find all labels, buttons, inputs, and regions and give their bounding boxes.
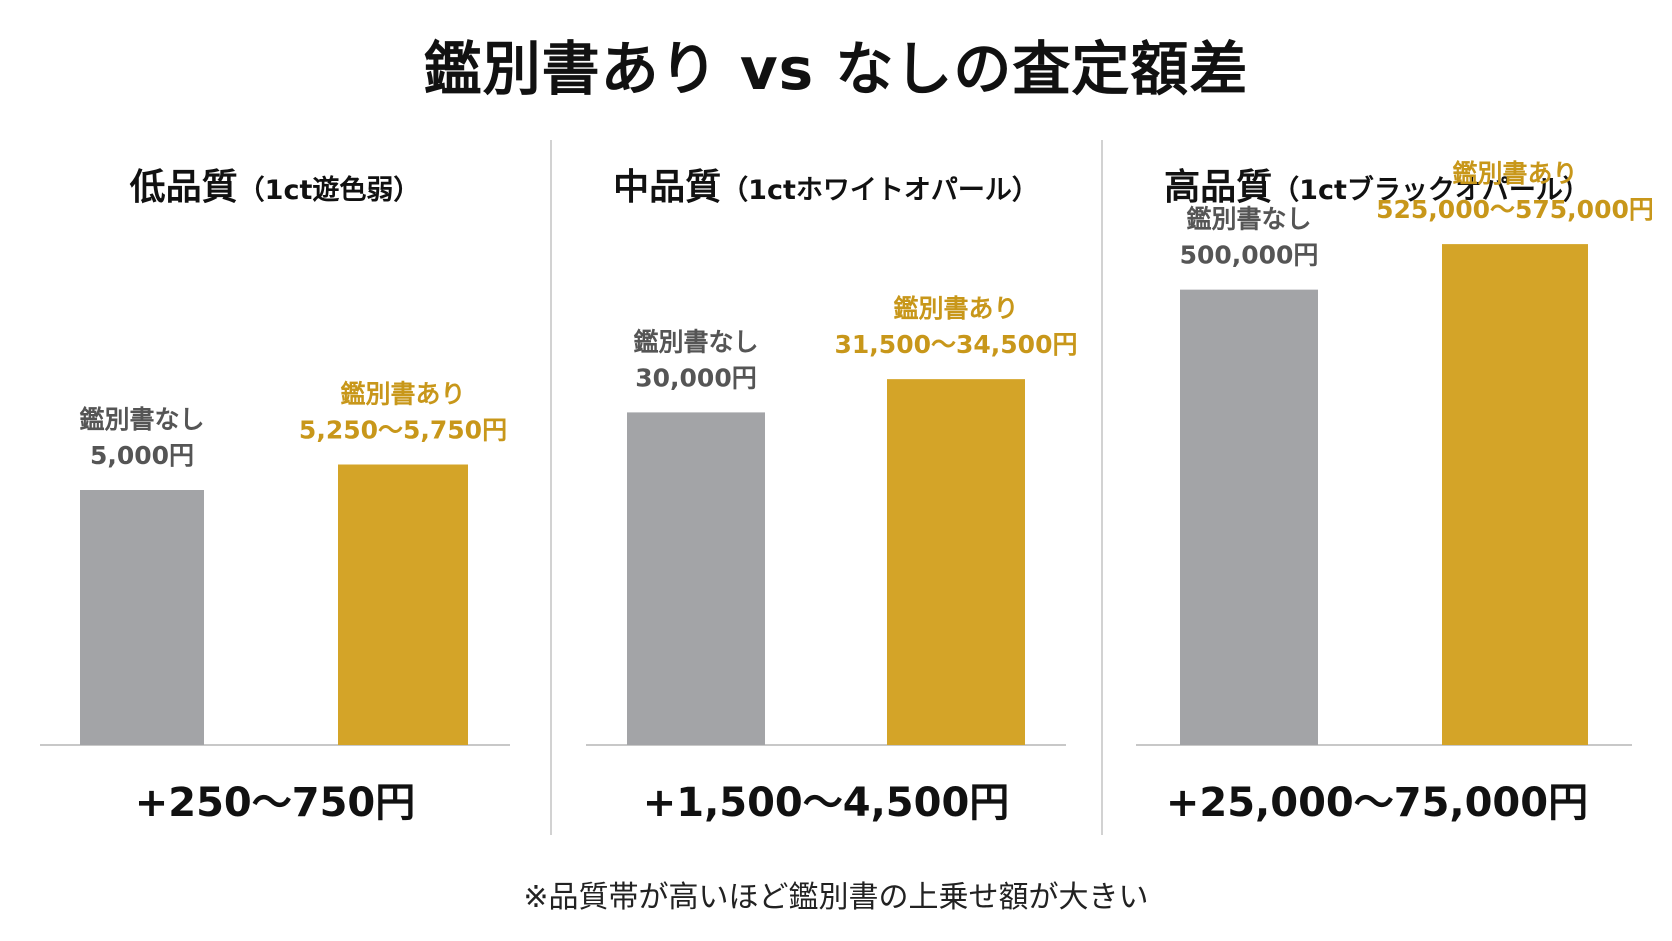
quality-subtitle: （1ct遊色弱） [237, 175, 421, 206]
data-label: 5,000円 [90, 441, 194, 470]
bar-with-certificate [1442, 244, 1588, 745]
divider [550, 140, 552, 835]
page-title: 鑑別書あり vs なしの査定額差 [423, 35, 1249, 103]
quality-subtitle: （1ctブラックオパール） [1272, 175, 1590, 206]
footnote: ※品質帯が高いほど鑑別書の上乗せ額が大きい [523, 880, 1149, 915]
bar-with-certificate [887, 379, 1025, 745]
data-label: 31,500〜34,500円 [835, 330, 1078, 359]
divider [1101, 140, 1103, 835]
data-label: 30,000円 [635, 363, 756, 392]
bar-with-certificate [338, 464, 468, 745]
difference-value: +1,500〜4,500円 [642, 780, 1010, 826]
panel-title: 中品質（1ctホワイトオパール） [551, 158, 1101, 210]
category-label: 鑑別書なし [633, 327, 758, 356]
bar-without-certificate [627, 412, 765, 745]
bar-without-certificate [1180, 289, 1318, 745]
data-label: 525,000〜575,000円 [1376, 195, 1652, 224]
panel-title: 高品質（1ctブラックオパール） [1102, 158, 1652, 210]
difference-value: +250〜750円 [134, 780, 416, 826]
quality-label: 低品質 [129, 167, 238, 208]
panel-title: 低品質（1ct遊色弱） [0, 158, 550, 210]
panel-high-quality: 高品質（1ctブラックオパール） 鑑別書なし 500,000円 鑑別書あり 525,0… [1102, 140, 1652, 840]
panel-mid-quality: 中品質（1ctホワイトオパール） 鑑別書なし 30,000円 鑑別書あり 31,500… [551, 140, 1101, 840]
bar-chart: 鑑別書なし 500,000円 鑑別書あり 525,000〜575,000円 [1136, 159, 1652, 746]
category-label: 鑑別書あり [893, 294, 1018, 323]
quality-subtitle: （1ctホワイトオパール） [721, 175, 1039, 206]
bar-without-certificate [80, 490, 204, 745]
panel-low-quality: 低品質（1ct遊色弱） 鑑別書なし 5,000円 鑑別書あり 5,250〜5,750円… [0, 140, 550, 840]
category-label: 鑑別書あり [340, 380, 465, 409]
quality-label: 高品質 [1164, 167, 1273, 208]
category-label: 鑑別書なし [79, 405, 204, 434]
data-label: 500,000円 [1180, 241, 1319, 270]
category-label: 鑑別書なし [1186, 205, 1311, 234]
bar-chart: 鑑別書なし 5,000円 鑑別書あり 5,250〜5,750円 [40, 380, 510, 746]
data-label: 5,250〜5,750円 [299, 416, 507, 445]
difference-value: +25,000〜75,000円 [1165, 780, 1589, 826]
category-label: 鑑別書あり [1452, 159, 1577, 188]
bar-chart: 鑑別書なし 30,000円 鑑別書あり 31,500〜34,500円 [586, 294, 1078, 746]
quality-label: 中品質 [613, 167, 722, 208]
